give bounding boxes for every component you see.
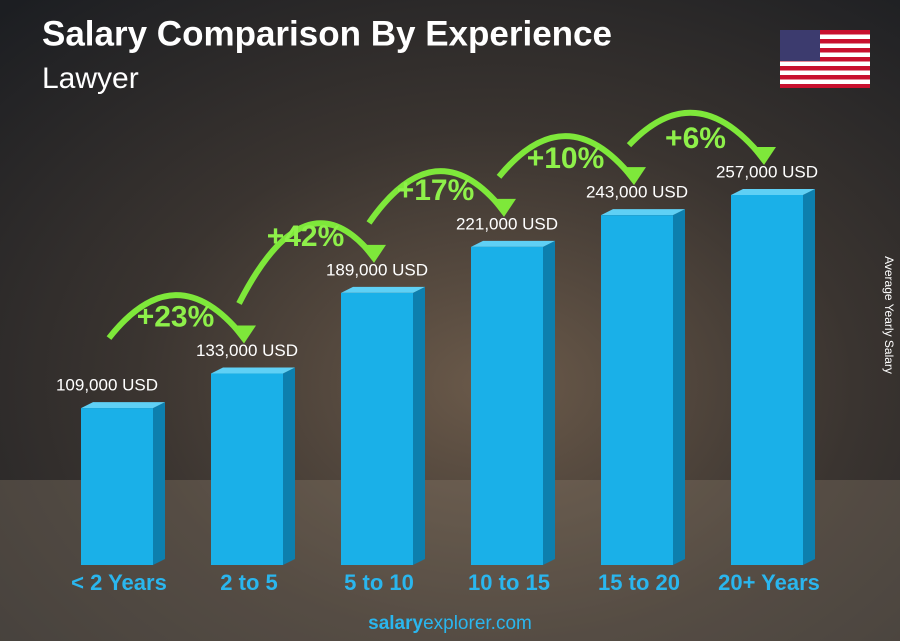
change-label: +6% xyxy=(665,122,726,155)
value-label: 109,000 USD xyxy=(56,376,158,395)
x-tick-label: 2 to 5 xyxy=(220,570,277,595)
footer-domain: explorer.com xyxy=(423,613,532,634)
change-arrow xyxy=(236,220,375,305)
flag xyxy=(780,30,870,88)
bar-side xyxy=(543,240,555,565)
x-tick-label: 20+ Years xyxy=(718,570,820,595)
bar-side xyxy=(283,367,295,565)
bar xyxy=(471,246,543,565)
bar-side xyxy=(413,286,425,565)
bar-top xyxy=(81,402,165,409)
change-label: +10% xyxy=(527,142,605,175)
x-tick-label: < 2 Years xyxy=(71,570,167,595)
change-arrow xyxy=(106,292,245,340)
bar-side xyxy=(803,189,815,565)
change-arrow xyxy=(496,133,635,180)
bar-side xyxy=(673,209,685,565)
bar-top xyxy=(211,367,295,374)
footer: salaryexplorer.com xyxy=(368,613,532,634)
change-arrow xyxy=(626,109,765,159)
change-arrowhead xyxy=(620,167,646,186)
value-label: 257,000 USD xyxy=(716,162,818,181)
chart-subtitle: Lawyer xyxy=(42,62,139,95)
change-arrow xyxy=(366,168,505,225)
x-tick-label: 5 to 10 xyxy=(344,570,414,595)
change-label: +42% xyxy=(267,220,345,253)
value-label: 133,000 USD xyxy=(196,341,298,360)
bar xyxy=(211,373,283,565)
bar-top xyxy=(731,189,815,195)
value-label: 243,000 USD xyxy=(586,183,688,202)
change-arrowhead xyxy=(750,147,776,165)
bar-side xyxy=(153,402,165,565)
change-label: +17% xyxy=(397,174,475,207)
bar xyxy=(341,292,413,565)
footer-brand: salary xyxy=(368,613,423,634)
bar xyxy=(731,195,803,565)
y-axis-label: Average Yearly Salary xyxy=(882,256,896,374)
bar xyxy=(601,215,673,565)
bar-top xyxy=(341,286,425,293)
change-arrowhead xyxy=(490,198,516,217)
x-tick-label: 15 to 20 xyxy=(598,570,680,595)
change-arrowhead xyxy=(230,325,256,344)
bar-top xyxy=(471,240,555,247)
value-label: 189,000 USD xyxy=(326,260,428,279)
chart-title: Salary Comparison By Experience xyxy=(42,14,612,53)
bar-top xyxy=(601,209,685,216)
x-tick-label: 10 to 15 xyxy=(468,570,550,595)
value-label: 221,000 USD xyxy=(456,214,558,233)
bar xyxy=(81,408,153,565)
change-label: +23% xyxy=(137,300,215,333)
change-arrowhead xyxy=(360,244,386,263)
